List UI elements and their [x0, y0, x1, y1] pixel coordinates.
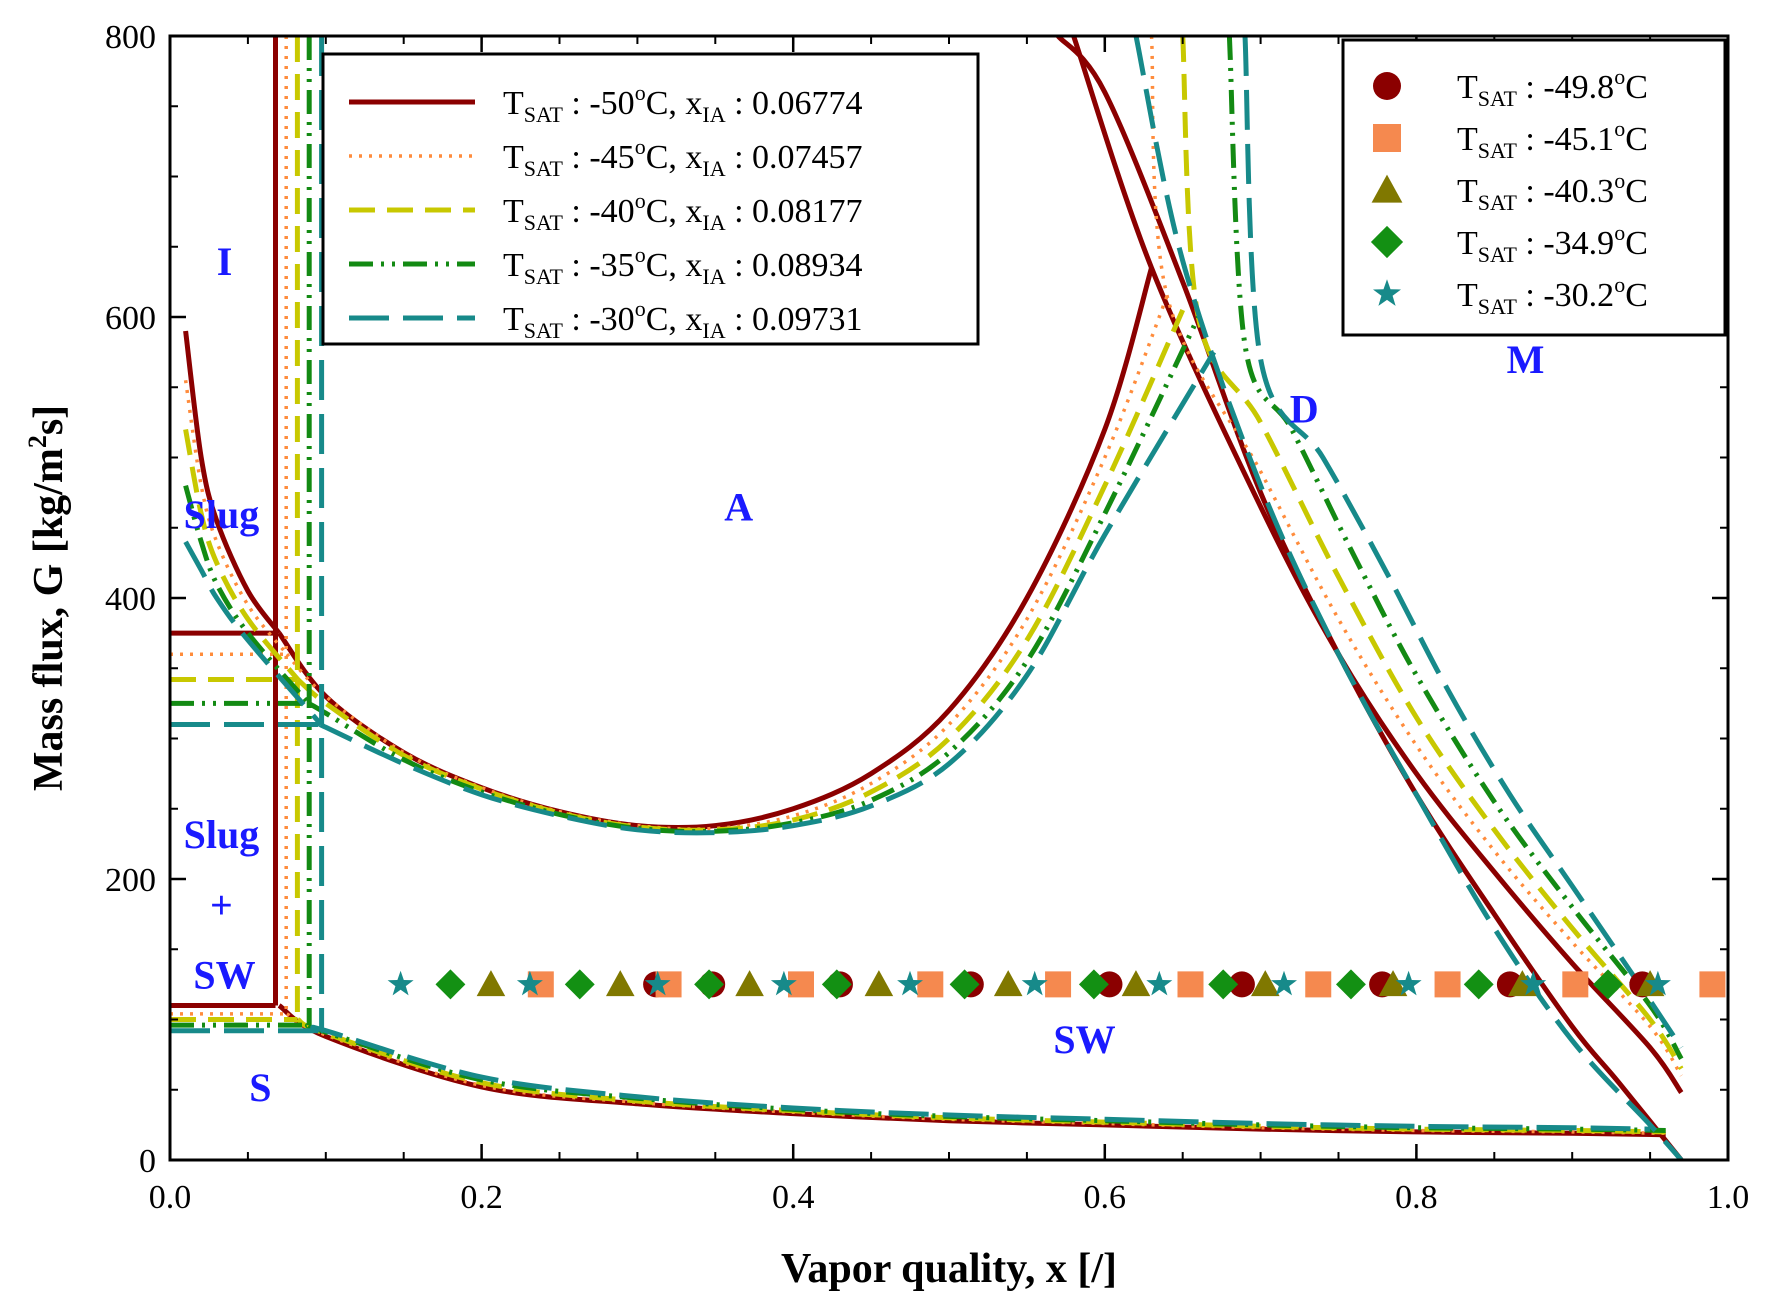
y-tick-label: 200: [105, 862, 156, 899]
data-point-circle: [1228, 971, 1255, 998]
region-label: M: [1507, 337, 1545, 382]
legend-marker-label: TSAT : -49.8oC: [1457, 64, 1648, 111]
data-point-square: [1562, 971, 1589, 998]
x-axis-title: Vapor quality, x [/]: [781, 1246, 1117, 1292]
legend-marker-triangle: [1371, 174, 1403, 203]
data-point-diamond: [694, 969, 725, 1000]
x-tick-label: 0.4: [772, 1179, 815, 1216]
stratified-boundary--30: [310, 1024, 1651, 1132]
annular-boundary--30: [315, 350, 1217, 836]
data-point-star: [1644, 970, 1671, 996]
legend-line-label: TSAT : -45oC, xIA : 0.07457: [503, 134, 863, 181]
legend-marker-circle: [1373, 72, 1401, 100]
legend-marker-square: [1373, 124, 1401, 152]
region-label: Slug: [184, 812, 260, 857]
data-point-triangle: [1378, 970, 1408, 997]
data-point-star: [1271, 970, 1297, 996]
data-point-diamond: [1336, 969, 1366, 1000]
slug-boundary--35: [183, 484, 311, 706]
line-series--45: [170, 36, 1683, 1136]
slug-boundary--30: [183, 540, 323, 727]
dryout-boundary--45: [1149, 36, 1683, 1077]
line-series--30: [170, 36, 1684, 1160]
data-point-star: [1395, 970, 1422, 996]
data-point-triangle: [735, 970, 764, 997]
y-tick-label: 400: [105, 581, 156, 618]
region-label: D: [1290, 386, 1319, 431]
data-point-diamond: [1593, 969, 1623, 1000]
data-point-diamond: [1078, 969, 1109, 1000]
data-point-star: [770, 970, 797, 996]
legend-markers-box: [1341, 38, 1727, 337]
region-label: SW: [1053, 1017, 1115, 1062]
annular-boundary--40: [296, 308, 1185, 833]
slug-boundary--50: [183, 330, 282, 635]
data-point-square: [1177, 971, 1204, 998]
y-tick-label: 800: [105, 19, 156, 56]
x-tick-label: 0.0: [149, 1179, 192, 1216]
data-point-diamond: [564, 969, 595, 1000]
region-label: +: [210, 882, 233, 927]
x-tick-label: 0.8: [1395, 1179, 1438, 1216]
data-point-triangle: [864, 970, 894, 997]
mist-boundary--30: [1133, 36, 1684, 1160]
stratified-boundary--50: [277, 1003, 1666, 1138]
x-tick-label: 1.0: [1707, 1179, 1750, 1216]
data-point-diamond: [1208, 969, 1239, 1000]
x-tick-label: 0.6: [1084, 1179, 1127, 1216]
legend-line-label: TSAT : -40oC, xIA : 0.08177: [503, 188, 863, 235]
data-point-triangle: [1250, 970, 1280, 997]
data-point-star: [516, 970, 543, 996]
data-point-diamond: [1463, 969, 1494, 1000]
region-label: A: [724, 485, 753, 530]
data-point-triangle: [605, 970, 635, 997]
data-point-square: [787, 971, 814, 998]
point-series--30.2: [387, 970, 1671, 996]
stratified-boundary--35: [305, 1022, 1666, 1133]
data-point-star: [897, 970, 923, 996]
annular-boundary--45: [285, 295, 1169, 831]
line-series--50: [170, 36, 1684, 1160]
data-point-diamond: [949, 969, 980, 1000]
slug-boundary--40: [183, 428, 300, 682]
legend-line-label: TSAT : -35oC, xIA : 0.08934: [503, 242, 863, 289]
data-point-triangle: [1121, 970, 1151, 997]
legend-line-label: TSAT : -30oC, xIA : 0.09731: [503, 296, 863, 343]
data-point-star: [1146, 970, 1173, 996]
legend-marker-star: [1373, 279, 1401, 306]
data-point-star: [1021, 970, 1048, 996]
data-point-diamond: [435, 969, 466, 1000]
data-point-square: [1305, 971, 1332, 998]
legend-marker-diamond: [1370, 225, 1404, 259]
data-point-circle: [1096, 971, 1123, 998]
y-axis-title: Mass flux, G [kg/m2s]: [23, 405, 72, 791]
y-tick-label: 600: [105, 300, 156, 337]
y-tick-label: 0: [139, 1143, 156, 1180]
data-point-star: [1520, 970, 1547, 996]
point-series--34.9: [435, 969, 1623, 1000]
annular-boundary--50: [277, 267, 1154, 831]
legend-line-label: TSAT : -50oC, xIA : 0.06774: [503, 80, 863, 127]
region-label: SW: [193, 953, 255, 998]
data-point-triangle: [476, 970, 506, 997]
data-point-square: [1434, 971, 1461, 998]
dryout-boundary--50: [1071, 36, 1684, 1095]
data-point-square: [1045, 971, 1072, 998]
data-point-star: [644, 970, 671, 996]
region-label: I: [217, 239, 233, 284]
slug-boundary--45: [183, 379, 289, 656]
data-point-diamond: [821, 969, 852, 1000]
dryout-boundary--30: [1242, 36, 1684, 1049]
data-point-triangle: [993, 970, 1023, 997]
data-point-square: [917, 971, 944, 998]
data-point-star: [387, 970, 414, 996]
dryout-boundary--35: [1226, 36, 1684, 1061]
data-point-square: [1699, 971, 1726, 998]
region-label: S: [249, 1065, 271, 1110]
region-label: Slug: [184, 492, 260, 537]
x-tick-label: 0.2: [460, 1179, 503, 1216]
